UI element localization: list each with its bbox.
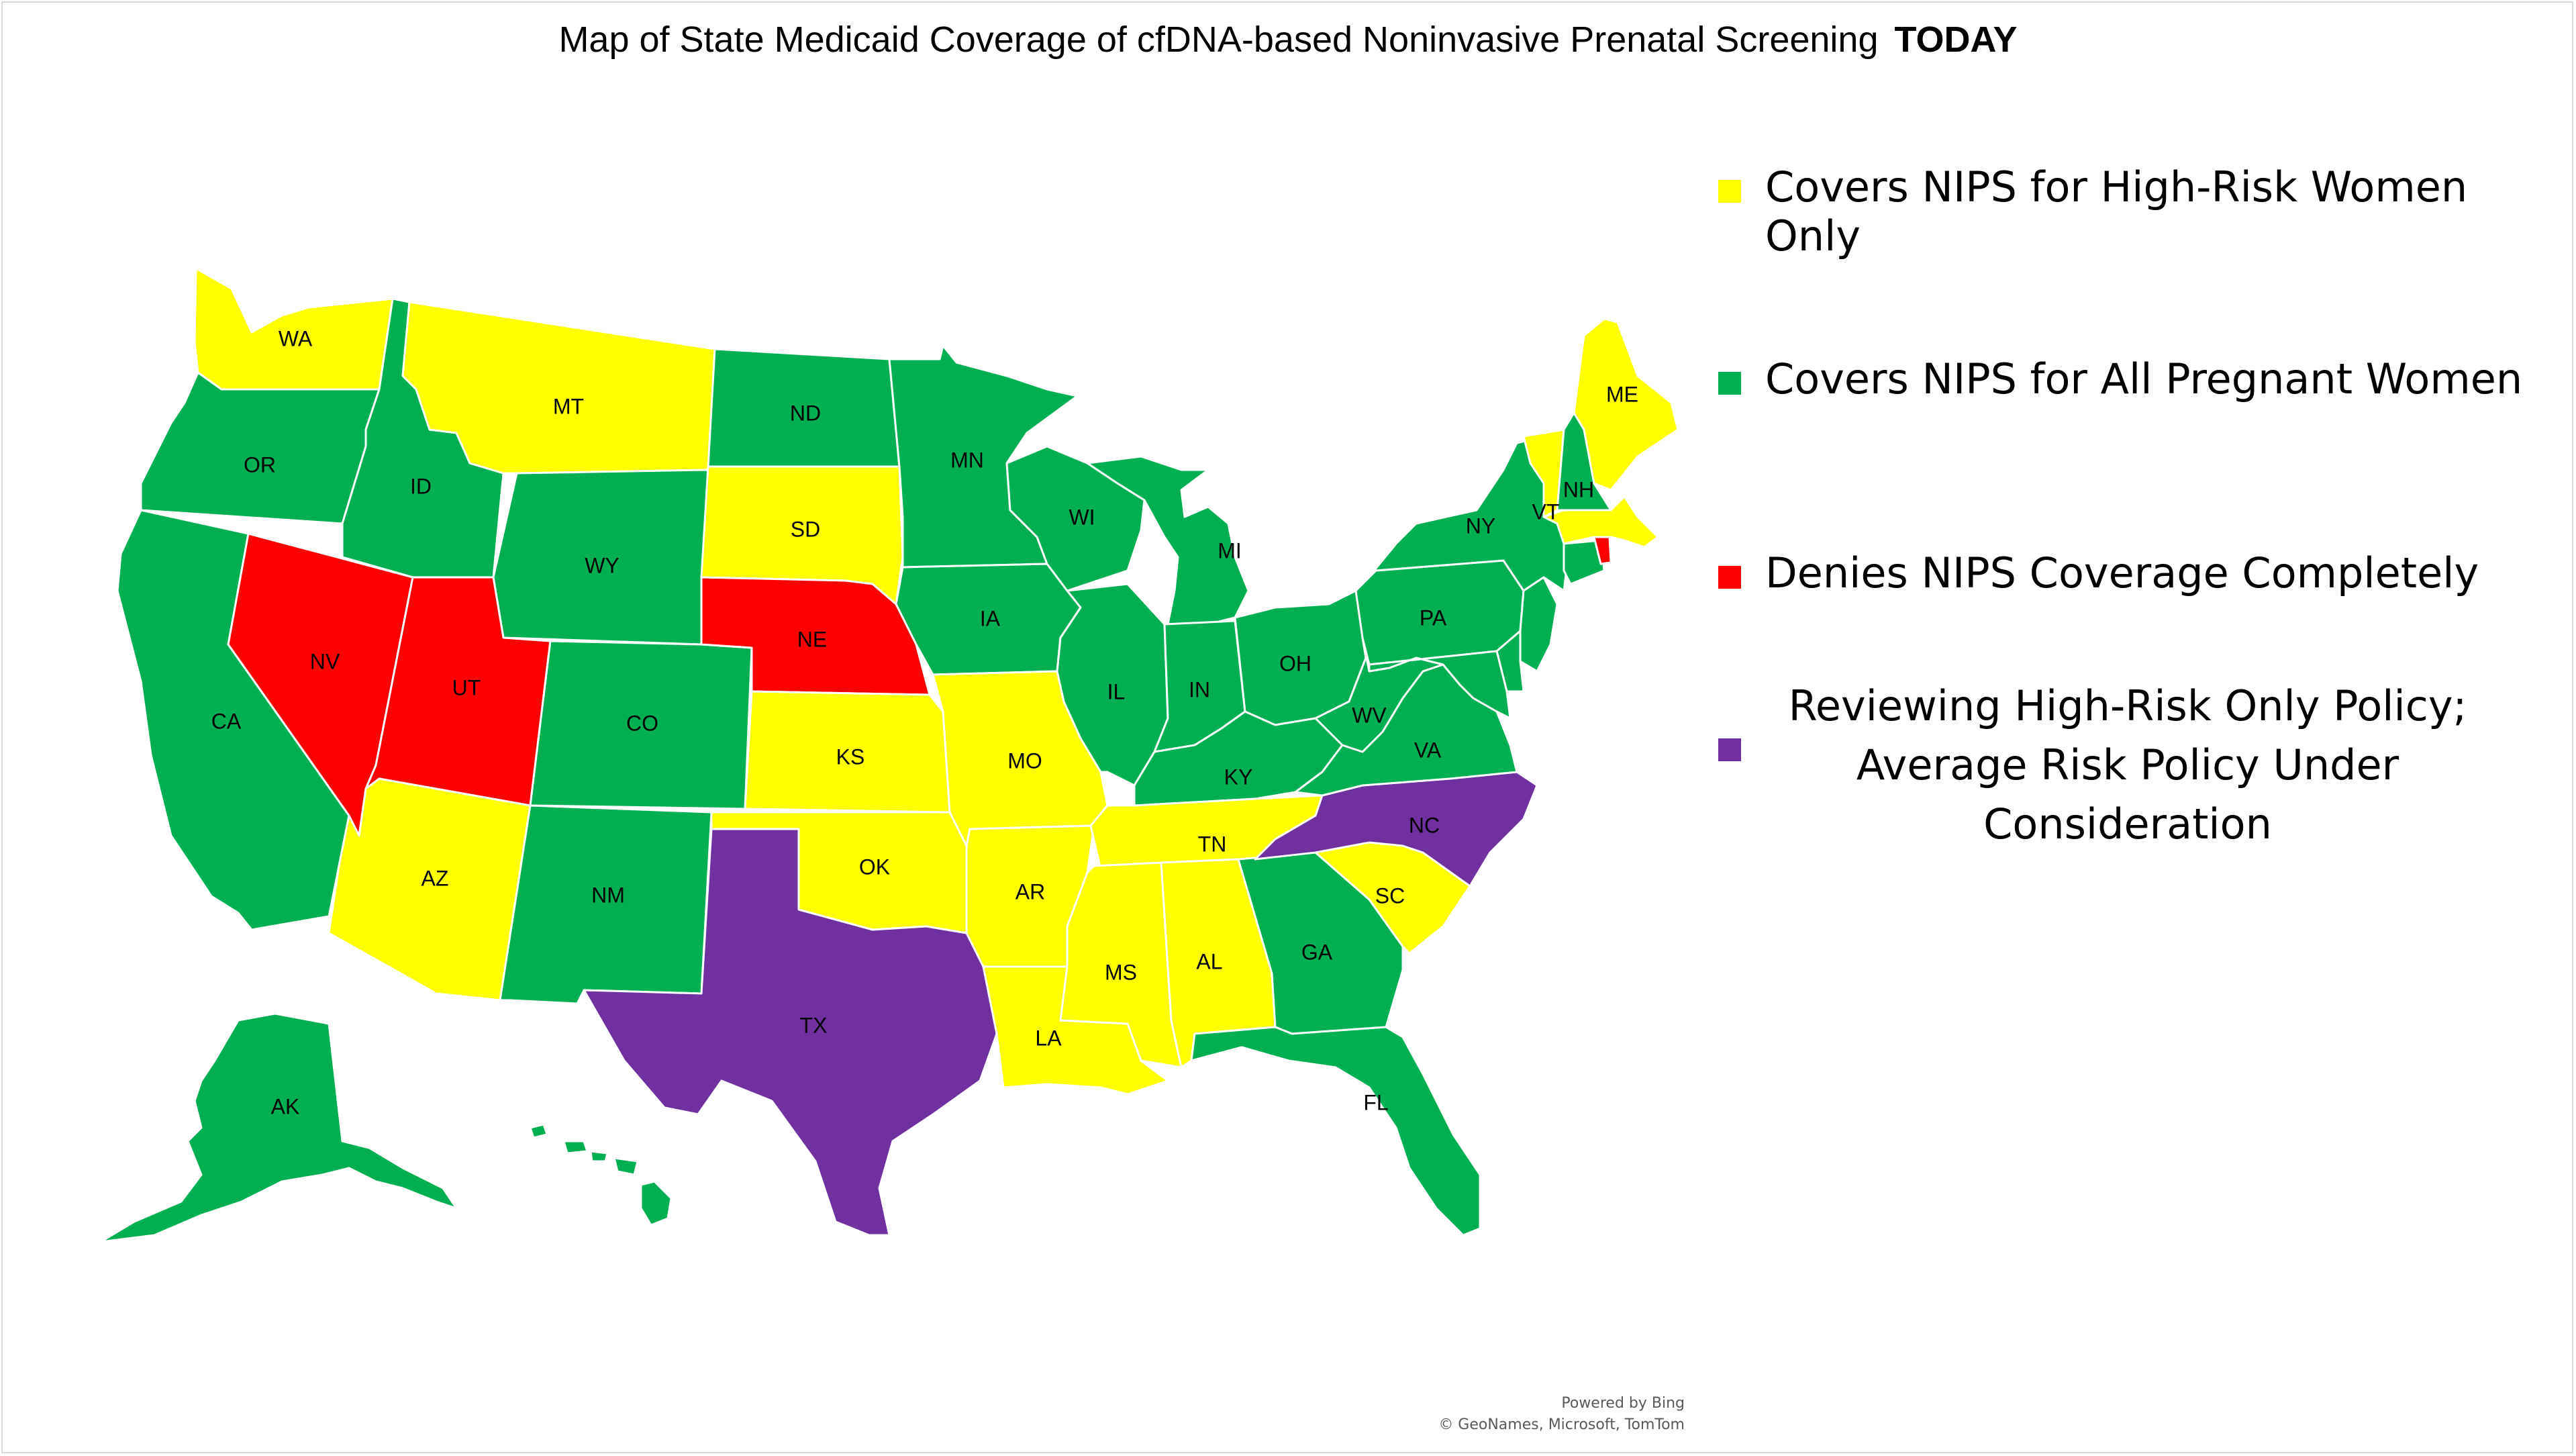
hawaii-island	[562, 1140, 589, 1155]
label-MI: MI	[1218, 538, 1242, 563]
state-MN	[888, 344, 1079, 569]
label-KS: KS	[836, 744, 865, 769]
label-WY: WY	[585, 553, 620, 577]
state-ME	[1573, 318, 1679, 491]
label-SC: SC	[1375, 883, 1405, 908]
state-MI	[1086, 455, 1250, 626]
label-NV: NV	[310, 649, 340, 673]
label-CO: CO	[626, 711, 658, 735]
label-NM: NM	[591, 883, 625, 907]
label-OH: OH	[1279, 651, 1311, 675]
state-HI	[529, 1123, 673, 1226]
label-SD: SD	[791, 517, 820, 541]
label-WI: WI	[1069, 505, 1095, 529]
legend-swatch-green	[1718, 372, 1741, 395]
state-WI	[1005, 445, 1146, 592]
legend-label-all-pregnant: Covers NIPS for All Pregnant Women	[1765, 354, 2523, 403]
hawaii-island	[529, 1123, 548, 1139]
label-IL: IL	[1107, 679, 1126, 703]
label-VA: VA	[1414, 738, 1442, 762]
map-credit: Powered by Bing © GeoNames, Microsoft, T…	[1376, 1393, 1685, 1436]
label-NC: NC	[1409, 813, 1440, 837]
label-AR: AR	[1015, 879, 1045, 904]
hawaii-island	[640, 1180, 673, 1226]
legend-label-high-risk-only: Covers NIPS for High-Risk Women Only	[1765, 162, 2468, 260]
label-FL: FL	[1363, 1090, 1388, 1114]
title-main: Map of State Medicaid Coverage of cfDNA-…	[558, 19, 1879, 60]
state-TX	[583, 828, 998, 1236]
label-GA: GA	[1301, 940, 1333, 964]
label-MS: MS	[1105, 960, 1137, 984]
state-WY	[492, 469, 709, 646]
hawaii-island	[613, 1157, 639, 1176]
hawaii-island	[589, 1150, 609, 1163]
state-NJ	[1519, 576, 1558, 673]
state-NE	[700, 576, 931, 696]
legend-swatch-yellow	[1718, 180, 1741, 203]
label-VT: VT	[1532, 499, 1560, 524]
label-KY: KY	[1224, 765, 1253, 789]
label-WA: WA	[279, 326, 313, 350]
label-TX: TX	[800, 1013, 828, 1037]
legend-item-denies: Denies NIPS Coverage Completely	[1718, 548, 2479, 597]
label-TN: TN	[1198, 832, 1227, 856]
label-PA: PA	[1420, 605, 1447, 630]
legend-label-reviewing: Reviewing High-Risk Only Policy; Average…	[1788, 681, 2467, 848]
label-LA: LA	[1035, 1026, 1062, 1050]
label-OR: OR	[244, 452, 276, 477]
title-emphasis: TODAY	[1894, 19, 2018, 60]
label-MN: MN	[950, 448, 984, 472]
label-IN: IN	[1189, 677, 1210, 701]
legend-swatch-purple	[1718, 738, 1741, 761]
legend-item-high-risk-only: Covers NIPS for High-Risk Women Only	[1718, 162, 2571, 260]
state-CO	[529, 640, 753, 810]
state-MD	[1368, 650, 1512, 720]
label-NE: NE	[797, 627, 827, 651]
credit-powered-by: Powered by Bing	[1561, 1395, 1685, 1412]
label-AZ: AZ	[422, 866, 449, 890]
label-ND: ND	[790, 401, 821, 425]
legend-item-all-pregnant: Covers NIPS for All Pregnant Women	[1718, 354, 2522, 403]
state-OR	[140, 371, 381, 525]
map-title: Map of State Medicaid Coverage of cfDNA-…	[0, 19, 2576, 60]
label-CA: CA	[211, 709, 242, 733]
state-FL	[1190, 1026, 1481, 1236]
label-ME: ME	[1606, 382, 1638, 406]
legend-item-reviewing: Reviewing High-Risk Only Policy; Average…	[1718, 677, 2571, 854]
label-ID: ID	[410, 474, 432, 498]
label-AL: AL	[1196, 949, 1222, 973]
label-NH: NH	[1563, 477, 1594, 501]
legend-label-denies: Denies NIPS Coverage Completely	[1765, 548, 2479, 597]
legend-swatch-red	[1718, 566, 1741, 589]
label-AK: AK	[271, 1094, 300, 1118]
credit-sources: © GeoNames, Microsoft, TomTom	[1438, 1416, 1685, 1433]
label-UT: UT	[452, 675, 481, 699]
label-OK: OK	[859, 855, 890, 879]
label-NY: NY	[1466, 514, 1495, 538]
state-AK	[99, 1012, 458, 1243]
label-WV: WV	[1352, 703, 1387, 727]
label-IA: IA	[980, 606, 1001, 630]
label-MO: MO	[1007, 748, 1042, 773]
label-MT: MT	[553, 394, 584, 418]
